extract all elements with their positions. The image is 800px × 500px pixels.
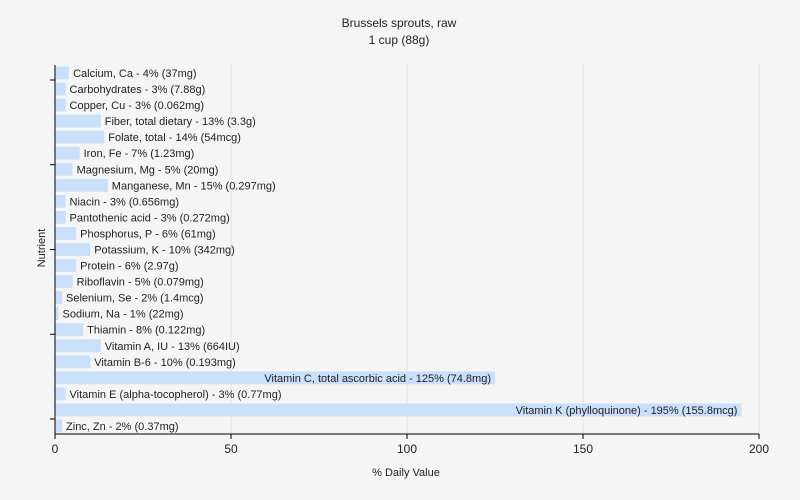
bar-label: Riboflavin - 5% (0.079mg) (77, 277, 204, 289)
bar (55, 178, 108, 192)
bar (55, 403, 742, 417)
x-tick-label: 100 (397, 442, 417, 456)
bar (55, 387, 66, 401)
chart-title: Brussels sprouts, raw (342, 16, 457, 30)
bar-label: Iron, Fe - 7% (1.23mg) (84, 148, 195, 160)
axes: 0 50 100 150 200 (50, 65, 769, 456)
bar (55, 98, 66, 112)
x-tick-label: 50 (224, 442, 238, 456)
bar-label: Vitamin A, IU - 13% (664IU) (105, 341, 240, 353)
bar (55, 291, 63, 305)
bar-label: Pantothenic acid - 3% (0.272mg) (70, 212, 230, 224)
bar-label: Vitamin K (phylloquinone) - 195% (155.8m… (516, 405, 738, 417)
bar-label: Vitamin E (alpha-tocopherol) - 3% (0.77m… (70, 389, 282, 401)
bar (55, 355, 91, 369)
bar-label: Potassium, K - 10% (342mg) (94, 245, 235, 257)
bar-label: Sodium, Na - 1% (22mg) (63, 309, 184, 321)
bar-label: Copper, Cu - 3% (0.062mg) (70, 100, 205, 112)
x-tick-label: 0 (52, 442, 59, 456)
x-tick-label: 200 (749, 442, 769, 456)
bar (55, 162, 73, 176)
bar-label: Vitamin C, total ascorbic acid - 125% (7… (264, 373, 491, 385)
bar (55, 259, 77, 272)
bar (55, 243, 91, 256)
x-axis-title: % Daily Value (372, 467, 440, 479)
bar (55, 114, 101, 128)
bar (55, 227, 77, 240)
bar-label: Fiber, total dietary - 13% (3.3g) (105, 116, 256, 128)
bar-label: Magnesium, Mg - 5% (20mg) (77, 164, 219, 176)
bar-label: Manganese, Mn - 15% (0.297mg) (112, 180, 276, 192)
bar (55, 323, 84, 337)
bar (55, 275, 73, 289)
bar-label: Selenium, Se - 2% (1.4mcg) (66, 293, 204, 305)
bar (55, 210, 66, 224)
bar (55, 419, 63, 433)
bar (55, 130, 105, 144)
bar (55, 66, 70, 80)
bar (55, 194, 66, 208)
bar-label: Niacin - 3% (0.656mg) (70, 196, 179, 208)
bar (55, 339, 101, 353)
bar-label: Vitamin B-6 - 10% (0.193mg) (94, 357, 236, 369)
x-tick-label: 150 (573, 442, 593, 456)
bar (55, 307, 59, 321)
bar-label: Carbohydrates - 3% (7.88g) (70, 84, 206, 96)
bar (55, 371, 495, 385)
y-axis-title: Nutrient (36, 229, 48, 268)
bar-label: Protein - 6% (2.97g) (80, 261, 178, 273)
bar (55, 146, 80, 160)
bar-label: Zinc, Zn - 2% (0.37mg) (66, 421, 178, 433)
bar-label: Calcium, Ca - 4% (37mg) (73, 68, 196, 80)
bars: Calcium, Ca - 4% (37mg) Carbohydrates - 3… (55, 66, 742, 433)
bar-label: Thiamin - 8% (0.122mg) (87, 325, 205, 337)
bar-label: Phosphorus, P - 6% (61mg) (80, 228, 216, 240)
chart-subtitle: 1 cup (88g) (369, 33, 430, 47)
bar (55, 82, 66, 96)
bar-label: Folate, total - 14% (54mcg) (108, 132, 241, 144)
